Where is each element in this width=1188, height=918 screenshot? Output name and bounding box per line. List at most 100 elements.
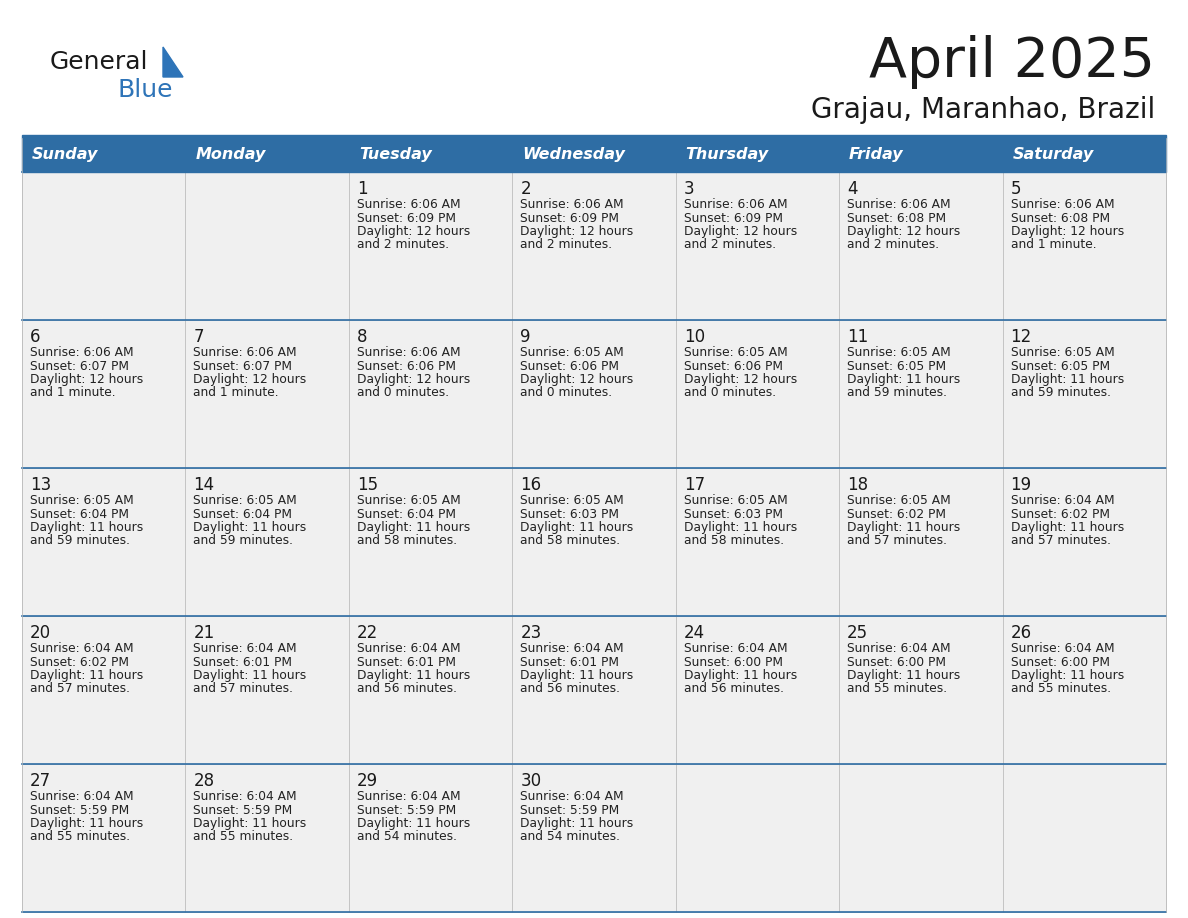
Text: and 56 minutes.: and 56 minutes. [684, 682, 784, 696]
Text: Sunset: 6:06 PM: Sunset: 6:06 PM [520, 360, 619, 373]
Text: 18: 18 [847, 476, 868, 494]
Bar [349, 320, 512, 468]
Bar [185, 616, 349, 764]
Text: 11: 11 [847, 328, 868, 346]
Bar [839, 468, 1003, 616]
Text: Daylight: 11 hours: Daylight: 11 hours [520, 817, 633, 830]
Bar [185, 320, 349, 468]
Text: Daylight: 11 hours: Daylight: 11 hours [356, 817, 470, 830]
Text: Sunrise: 6:04 AM: Sunrise: 6:04 AM [356, 642, 461, 655]
Bar [512, 320, 676, 468]
Text: Sunset: 6:00 PM: Sunset: 6:00 PM [1011, 655, 1110, 668]
Text: and 57 minutes.: and 57 minutes. [1011, 534, 1111, 547]
Text: 5: 5 [1011, 180, 1020, 198]
Bar [23, 138, 1165, 172]
Bar [512, 616, 676, 764]
Text: Sunset: 6:07 PM: Sunset: 6:07 PM [30, 360, 129, 373]
Bar [23, 616, 185, 764]
Bar [23, 764, 185, 912]
Text: 12: 12 [1011, 328, 1032, 346]
Text: Daylight: 11 hours: Daylight: 11 hours [30, 521, 144, 534]
Text: Sunset: 5:59 PM: Sunset: 5:59 PM [194, 803, 292, 816]
Text: April 2025: April 2025 [868, 35, 1155, 89]
Text: Sunset: 5:59 PM: Sunset: 5:59 PM [520, 803, 619, 816]
Text: 1: 1 [356, 180, 367, 198]
Text: Daylight: 11 hours: Daylight: 11 hours [356, 669, 470, 682]
Text: Sunset: 6:04 PM: Sunset: 6:04 PM [356, 508, 456, 521]
Bar [512, 172, 676, 320]
Text: Sunrise: 6:06 AM: Sunrise: 6:06 AM [194, 346, 297, 359]
Text: Sunrise: 6:05 AM: Sunrise: 6:05 AM [684, 494, 788, 507]
Bar [839, 616, 1003, 764]
Text: 22: 22 [356, 624, 378, 642]
Text: Daylight: 12 hours: Daylight: 12 hours [30, 373, 144, 386]
Bar [512, 468, 676, 616]
Text: Daylight: 12 hours: Daylight: 12 hours [194, 373, 307, 386]
Text: Sunset: 6:05 PM: Sunset: 6:05 PM [847, 360, 947, 373]
Text: Daylight: 12 hours: Daylight: 12 hours [520, 225, 633, 238]
Text: Sunset: 6:01 PM: Sunset: 6:01 PM [356, 655, 456, 668]
Text: Sunrise: 6:06 AM: Sunrise: 6:06 AM [847, 198, 950, 211]
Text: Sunrise: 6:05 AM: Sunrise: 6:05 AM [1011, 346, 1114, 359]
Text: Sunrise: 6:06 AM: Sunrise: 6:06 AM [1011, 198, 1114, 211]
Text: and 55 minutes.: and 55 minutes. [847, 682, 947, 696]
Bar [349, 468, 512, 616]
Text: Daylight: 11 hours: Daylight: 11 hours [194, 669, 307, 682]
Text: Sunday: Sunday [32, 148, 99, 162]
Text: Sunset: 6:09 PM: Sunset: 6:09 PM [356, 211, 456, 225]
Text: 4: 4 [847, 180, 858, 198]
Text: Sunrise: 6:05 AM: Sunrise: 6:05 AM [30, 494, 134, 507]
Text: Sunset: 6:09 PM: Sunset: 6:09 PM [520, 211, 619, 225]
Text: and 54 minutes.: and 54 minutes. [356, 831, 457, 844]
Text: Daylight: 12 hours: Daylight: 12 hours [684, 373, 797, 386]
Text: and 0 minutes.: and 0 minutes. [684, 386, 776, 399]
Text: and 55 minutes.: and 55 minutes. [194, 831, 293, 844]
Text: Sunset: 6:00 PM: Sunset: 6:00 PM [684, 655, 783, 668]
Text: Monday: Monday [196, 148, 266, 162]
Text: Grajau, Maranhao, Brazil: Grajau, Maranhao, Brazil [810, 96, 1155, 124]
Bar [185, 468, 349, 616]
Text: Daylight: 11 hours: Daylight: 11 hours [194, 521, 307, 534]
Text: Sunrise: 6:06 AM: Sunrise: 6:06 AM [356, 346, 461, 359]
Text: Daylight: 11 hours: Daylight: 11 hours [520, 669, 633, 682]
Text: Saturday: Saturday [1012, 148, 1094, 162]
Bar [1003, 616, 1165, 764]
Text: Sunrise: 6:04 AM: Sunrise: 6:04 AM [1011, 642, 1114, 655]
Text: Daylight: 12 hours: Daylight: 12 hours [1011, 225, 1124, 238]
Text: Wednesday: Wednesday [523, 148, 625, 162]
Bar [839, 320, 1003, 468]
Text: Friday: Friday [849, 148, 904, 162]
Text: Sunrise: 6:04 AM: Sunrise: 6:04 AM [30, 790, 133, 803]
Text: and 55 minutes.: and 55 minutes. [1011, 682, 1111, 696]
Text: Daylight: 11 hours: Daylight: 11 hours [1011, 373, 1124, 386]
Text: 2: 2 [520, 180, 531, 198]
Text: Sunset: 6:00 PM: Sunset: 6:00 PM [847, 655, 946, 668]
Text: Daylight: 11 hours: Daylight: 11 hours [30, 817, 144, 830]
Bar [349, 172, 512, 320]
Text: 29: 29 [356, 772, 378, 790]
Text: Daylight: 11 hours: Daylight: 11 hours [1011, 521, 1124, 534]
Text: Sunrise: 6:05 AM: Sunrise: 6:05 AM [684, 346, 788, 359]
Bar [512, 764, 676, 912]
Text: and 59 minutes.: and 59 minutes. [194, 534, 293, 547]
Text: Sunrise: 6:05 AM: Sunrise: 6:05 AM [847, 494, 950, 507]
Bar [1003, 468, 1165, 616]
Bar [676, 320, 839, 468]
Text: 23: 23 [520, 624, 542, 642]
Text: Tuesday: Tuesday [359, 148, 431, 162]
Text: and 57 minutes.: and 57 minutes. [30, 682, 129, 696]
Text: Sunrise: 6:05 AM: Sunrise: 6:05 AM [520, 494, 624, 507]
Text: and 54 minutes.: and 54 minutes. [520, 831, 620, 844]
Text: 28: 28 [194, 772, 215, 790]
Text: Sunrise: 6:06 AM: Sunrise: 6:06 AM [30, 346, 133, 359]
Text: and 2 minutes.: and 2 minutes. [356, 239, 449, 252]
Bar [1003, 764, 1165, 912]
Text: 6: 6 [30, 328, 40, 346]
Text: 24: 24 [684, 624, 704, 642]
Bar [676, 172, 839, 320]
Bar [676, 468, 839, 616]
Text: Sunrise: 6:05 AM: Sunrise: 6:05 AM [356, 494, 461, 507]
Text: 8: 8 [356, 328, 367, 346]
Bar [676, 764, 839, 912]
Text: and 58 minutes.: and 58 minutes. [356, 534, 457, 547]
